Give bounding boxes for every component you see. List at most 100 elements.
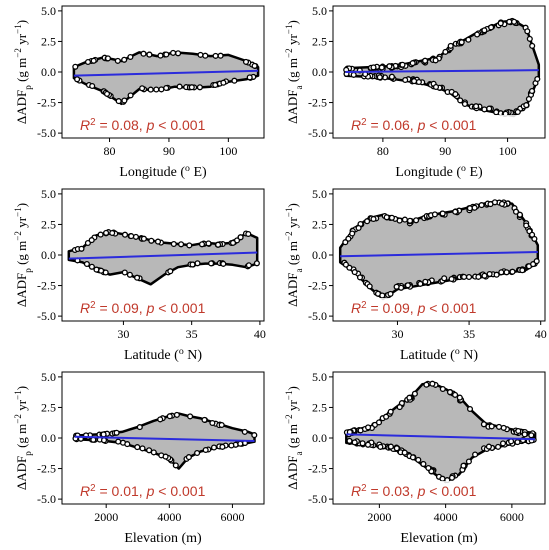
- data-point: [83, 260, 90, 268]
- y-tick-label: 5.0: [312, 4, 327, 18]
- data-point: [495, 443, 502, 450]
- data-point: [415, 78, 422, 86]
- data-point: [498, 200, 506, 207]
- chart-panel-1: -5.0 -2.5 0.0 2.5 5.0 80 90 100 R2 = 0.08, p < 0…: [13, 4, 265, 180]
- data-point: [516, 211, 523, 218]
- data-point: [97, 231, 104, 238]
- data-point: [379, 292, 386, 299]
- data-point: [185, 454, 192, 461]
- data-point: [100, 431, 107, 438]
- x-tick-label: 4000: [157, 510, 181, 524]
- data-point: [465, 36, 472, 43]
- data-point: [212, 52, 219, 59]
- x-tick-label: 4000: [434, 510, 458, 524]
- regression-line: [345, 69, 539, 73]
- data-point: [508, 438, 515, 445]
- data-point: [529, 231, 536, 238]
- data-point: [393, 283, 400, 290]
- x-tick-label: 90: [439, 144, 451, 158]
- data-point: [486, 105, 493, 112]
- x-axis-label: Elevation (m): [400, 531, 478, 546]
- data-point: [478, 202, 485, 209]
- data-point: [134, 444, 141, 451]
- data-point: [452, 391, 459, 398]
- data-point: [425, 464, 432, 472]
- data-point: [198, 241, 206, 248]
- chart-panel-6: -5.0 -2.5 0.0 2.5 5.0 2000 4000 6000 R2 = 0.03, …: [284, 370, 546, 546]
- data-point: [115, 98, 122, 105]
- data-point: [197, 51, 204, 58]
- data-point: [458, 39, 465, 46]
- x-axis-label: Latitude (o N): [124, 346, 202, 364]
- data-point: [148, 237, 155, 244]
- data-point: [72, 63, 79, 70]
- data-point: [241, 428, 248, 435]
- y-axis-label: ΔADFa (g m−2 yr−1): [284, 203, 304, 307]
- data-point: [342, 239, 349, 246]
- data-point: [146, 447, 153, 454]
- data-point: [460, 462, 467, 469]
- data-point: [378, 64, 385, 71]
- r2-annotation: R2 = 0.09, p < 0.001: [351, 300, 477, 317]
- y-tick-label: -5.0: [308, 126, 327, 140]
- data-point: [217, 52, 224, 59]
- data-point: [121, 231, 129, 238]
- data-point: [163, 51, 170, 58]
- data-point: [124, 441, 131, 448]
- data-point: [423, 381, 430, 388]
- data-point: [139, 85, 146, 92]
- data-point: [167, 268, 174, 275]
- data-point: [528, 432, 535, 439]
- x-tick-label: 6000: [500, 510, 524, 524]
- data-point: [452, 208, 459, 215]
- data-point: [251, 62, 258, 69]
- data-point: [526, 35, 533, 42]
- data-point: [163, 84, 170, 92]
- data-point: [364, 218, 371, 225]
- x-axis-label: Elevation (m): [124, 531, 202, 546]
- y-tick-label: 0.0: [312, 65, 327, 79]
- data-point: [220, 260, 227, 267]
- y-tick-label: 0.0: [41, 65, 56, 79]
- data-point: [355, 224, 362, 232]
- data-point: [441, 275, 448, 282]
- x-tick-label: 35: [463, 327, 475, 341]
- r2-annotation: R2 = 0.01, p < 0.001: [80, 483, 206, 500]
- data-point: [231, 77, 238, 84]
- data-point: [485, 443, 492, 450]
- data-point: [246, 74, 253, 81]
- data-point: [98, 267, 105, 274]
- data-point: [210, 444, 218, 451]
- y-tick-label: -5.0: [37, 309, 56, 323]
- x-tick-label: 40: [535, 327, 547, 341]
- data-point: [134, 274, 141, 281]
- data-cloud: [345, 381, 537, 484]
- y-tick-label: 2.5: [312, 34, 327, 48]
- data-point: [387, 408, 394, 415]
- data-point: [432, 57, 439, 64]
- plot-area: [72, 49, 260, 106]
- y-axis-label: ΔADFp (g m−2 yr−1): [13, 20, 33, 124]
- y-tick-label: 5.0: [312, 370, 327, 384]
- data-point: [351, 439, 358, 446]
- data-point: [121, 269, 128, 276]
- data-point: [404, 282, 411, 289]
- data-point: [84, 239, 91, 247]
- data-point: [422, 278, 429, 285]
- data-point: [401, 216, 408, 223]
- data-point: [127, 92, 134, 99]
- y-tick-label: 5.0: [41, 187, 56, 201]
- data-point: [406, 217, 414, 224]
- data-point: [375, 419, 383, 426]
- data-point: [525, 95, 532, 103]
- data-cloud: [72, 51, 260, 106]
- data-point: [126, 271, 133, 278]
- data-point: [473, 103, 480, 110]
- y-tick-label: 2.5: [41, 34, 56, 48]
- data-point: [370, 215, 377, 223]
- data-point: [474, 31, 481, 38]
- data-point: [176, 83, 183, 90]
- data-point: [154, 238, 162, 245]
- x-tick-label: 35: [186, 327, 198, 341]
- data-point: [461, 100, 468, 108]
